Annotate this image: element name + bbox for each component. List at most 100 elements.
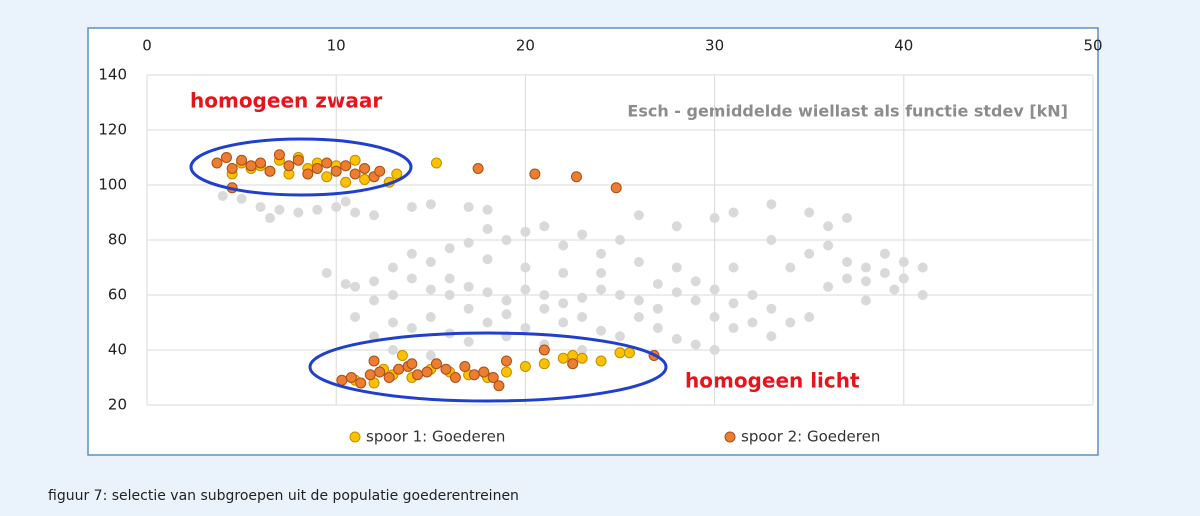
point — [570, 171, 582, 183]
legend-marker — [349, 431, 361, 443]
point — [898, 257, 909, 267]
point — [539, 290, 550, 300]
point — [444, 273, 455, 284]
point — [652, 323, 663, 333]
point — [671, 262, 682, 273]
point — [728, 207, 739, 218]
point — [889, 284, 900, 295]
point — [412, 369, 424, 381]
point — [364, 369, 376, 381]
x-tick-label: 30 — [705, 37, 724, 55]
point — [596, 268, 607, 278]
point — [842, 257, 853, 267]
point — [255, 157, 267, 169]
point — [501, 309, 512, 320]
point — [520, 226, 531, 237]
legend-label: spoor 1: Goederen — [366, 428, 505, 446]
point — [387, 290, 398, 300]
point — [633, 295, 644, 306]
point — [500, 355, 512, 367]
point — [671, 334, 682, 344]
point — [823, 281, 834, 292]
point — [860, 295, 871, 306]
point — [671, 287, 682, 298]
point — [520, 284, 531, 295]
point — [387, 345, 398, 355]
point — [349, 168, 361, 180]
point — [860, 262, 871, 273]
point — [425, 284, 436, 295]
point — [577, 292, 588, 303]
point — [576, 352, 588, 364]
annotation: homogeen zwaar — [190, 89, 382, 113]
point — [330, 165, 342, 177]
point — [421, 366, 433, 378]
x-tick-label: 0 — [142, 37, 152, 55]
point — [482, 317, 493, 328]
point — [558, 268, 569, 278]
point — [321, 171, 333, 183]
point — [615, 290, 625, 300]
point — [236, 154, 248, 166]
point — [500, 366, 512, 378]
point — [633, 312, 644, 322]
point — [728, 298, 739, 309]
x-tick-label: 50 — [1083, 37, 1102, 55]
point — [359, 174, 371, 185]
point — [482, 204, 493, 215]
point — [917, 290, 928, 300]
point — [482, 254, 493, 265]
point — [449, 372, 461, 383]
point — [709, 312, 720, 322]
point — [444, 243, 455, 254]
point — [879, 268, 890, 278]
point — [369, 295, 380, 306]
chart-frame — [87, 27, 1099, 456]
point — [444, 290, 455, 300]
point — [264, 165, 276, 177]
point — [615, 331, 625, 342]
point — [898, 273, 909, 284]
point — [340, 176, 352, 188]
point — [558, 298, 569, 309]
y-tick-label: 140 — [98, 66, 127, 84]
selection-ellipse — [189, 137, 413, 197]
point — [393, 363, 405, 375]
point — [355, 377, 367, 389]
point — [406, 323, 417, 333]
point — [493, 380, 505, 392]
point — [359, 163, 371, 174]
point — [520, 262, 531, 273]
point — [747, 317, 758, 328]
point — [425, 199, 436, 210]
point — [374, 366, 386, 378]
point — [860, 276, 871, 287]
point — [264, 213, 275, 223]
point — [463, 202, 474, 212]
chart-title: Esch - gemiddelde wiellast als functie s… — [627, 102, 1068, 121]
point — [728, 262, 739, 273]
point — [383, 372, 395, 383]
y-tick-label: 40 — [108, 341, 127, 359]
point — [463, 336, 474, 347]
point — [273, 149, 285, 161]
point — [463, 303, 474, 314]
point — [369, 331, 380, 342]
point — [558, 317, 569, 328]
point — [595, 355, 607, 367]
point — [596, 325, 607, 336]
point — [220, 152, 232, 163]
point — [293, 207, 304, 218]
point — [487, 372, 499, 383]
point — [350, 207, 361, 218]
point — [368, 355, 380, 367]
point — [766, 303, 777, 314]
point — [804, 207, 815, 218]
point — [538, 358, 550, 370]
y-tick-label: 20 — [108, 396, 127, 414]
point — [766, 235, 777, 245]
point — [709, 213, 720, 223]
point — [478, 366, 490, 378]
point — [539, 303, 550, 314]
